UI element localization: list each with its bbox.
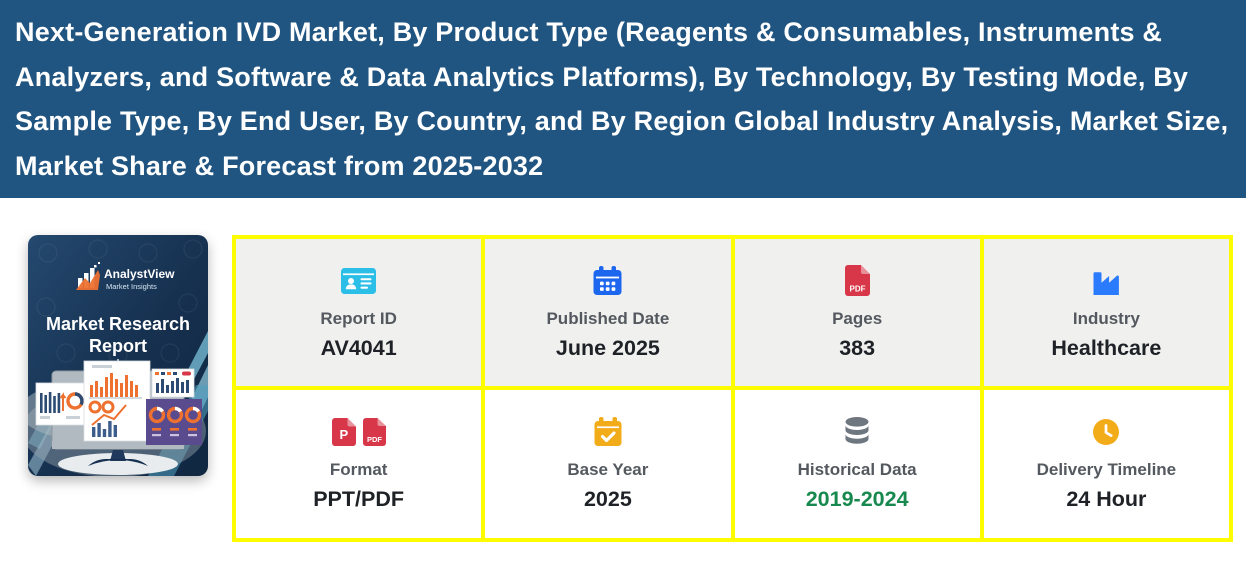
info-card-historical-data: Historical Data 2019-2024 [734, 390, 980, 538]
id-card-icon [341, 265, 377, 297]
calendar-icon [593, 265, 622, 297]
clock-icon [1092, 416, 1120, 448]
ppt-file-icon: P [331, 418, 356, 446]
card-label: Delivery Timeline [1036, 460, 1177, 479]
svg-text:Market Insights: Market Insights [106, 282, 157, 291]
card-value: Healthcare [1051, 335, 1162, 360]
chart-sheet-center [83, 360, 151, 442]
svg-text:PDF: PDF [849, 285, 865, 294]
pdf-file-icon: PDF [844, 265, 870, 297]
database-icon [844, 416, 870, 448]
card-label: Published Date [546, 308, 670, 328]
report-cover-image: AnalystView Market Insights Market Resea… [28, 235, 208, 476]
svg-text:AnalystView: AnalystView [104, 267, 175, 281]
card-label: Historical Data [797, 460, 917, 479]
svg-text:Market Research: Market Research [46, 314, 190, 334]
svg-text:Report: Report [89, 336, 147, 356]
card-value: 383 [839, 335, 876, 360]
analystview-logo: AnalystView Market Insights [76, 262, 175, 291]
card-value: PPT/PDF [313, 487, 405, 511]
page-header: Next-Generation IVD Market, By Product T… [0, 0, 1246, 198]
card-value: 2025 [583, 487, 632, 511]
chart-card-right [151, 368, 195, 398]
info-card-published-date: Published Date June 2025 [485, 239, 731, 386]
info-card-report-id: Report ID AV4041 [236, 239, 482, 386]
card-value: 2019-2024 [805, 487, 909, 511]
factory-icon [1091, 265, 1122, 297]
dashboard-panel [146, 399, 202, 445]
calendar-check-icon [594, 416, 622, 448]
info-card-delivery-timeline: Delivery Timeline 24 Hour [983, 390, 1229, 538]
card-label: Pages [832, 308, 883, 328]
info-card-industry: Industry Healthcare [983, 239, 1229, 386]
pdf-file-icon: PDF [362, 418, 386, 446]
info-grid: Report ID AV4041 Published Date June 202… [232, 235, 1233, 542]
page-title: Next-Generation IVD Market, By Product T… [15, 17, 1229, 181]
chart-sheet-left [35, 382, 87, 426]
info-card-pages: PDF Pages 383 [734, 239, 980, 386]
main-area: AnalystView Market Insights Market Resea… [0, 198, 1246, 542]
info-card-format: P PDF Format PPT/PDF [236, 390, 482, 538]
report-cover-art: AnalystView Market Insights Market Resea… [28, 235, 208, 476]
card-value: June 2025 [555, 335, 660, 360]
card-label: Format [329, 460, 388, 479]
card-label: Report ID [320, 308, 397, 328]
card-value: AV4041 [320, 335, 397, 360]
card-label: Base Year [567, 460, 649, 479]
info-card-base-year: Base Year 2025 [485, 390, 731, 538]
card-label: Industry [1072, 308, 1140, 328]
ppt-pdf-file-icons: P PDF [331, 416, 386, 448]
svg-text:PDF: PDF [367, 435, 382, 444]
card-value: 24 Hour [1066, 487, 1147, 511]
svg-text:P: P [339, 427, 348, 442]
